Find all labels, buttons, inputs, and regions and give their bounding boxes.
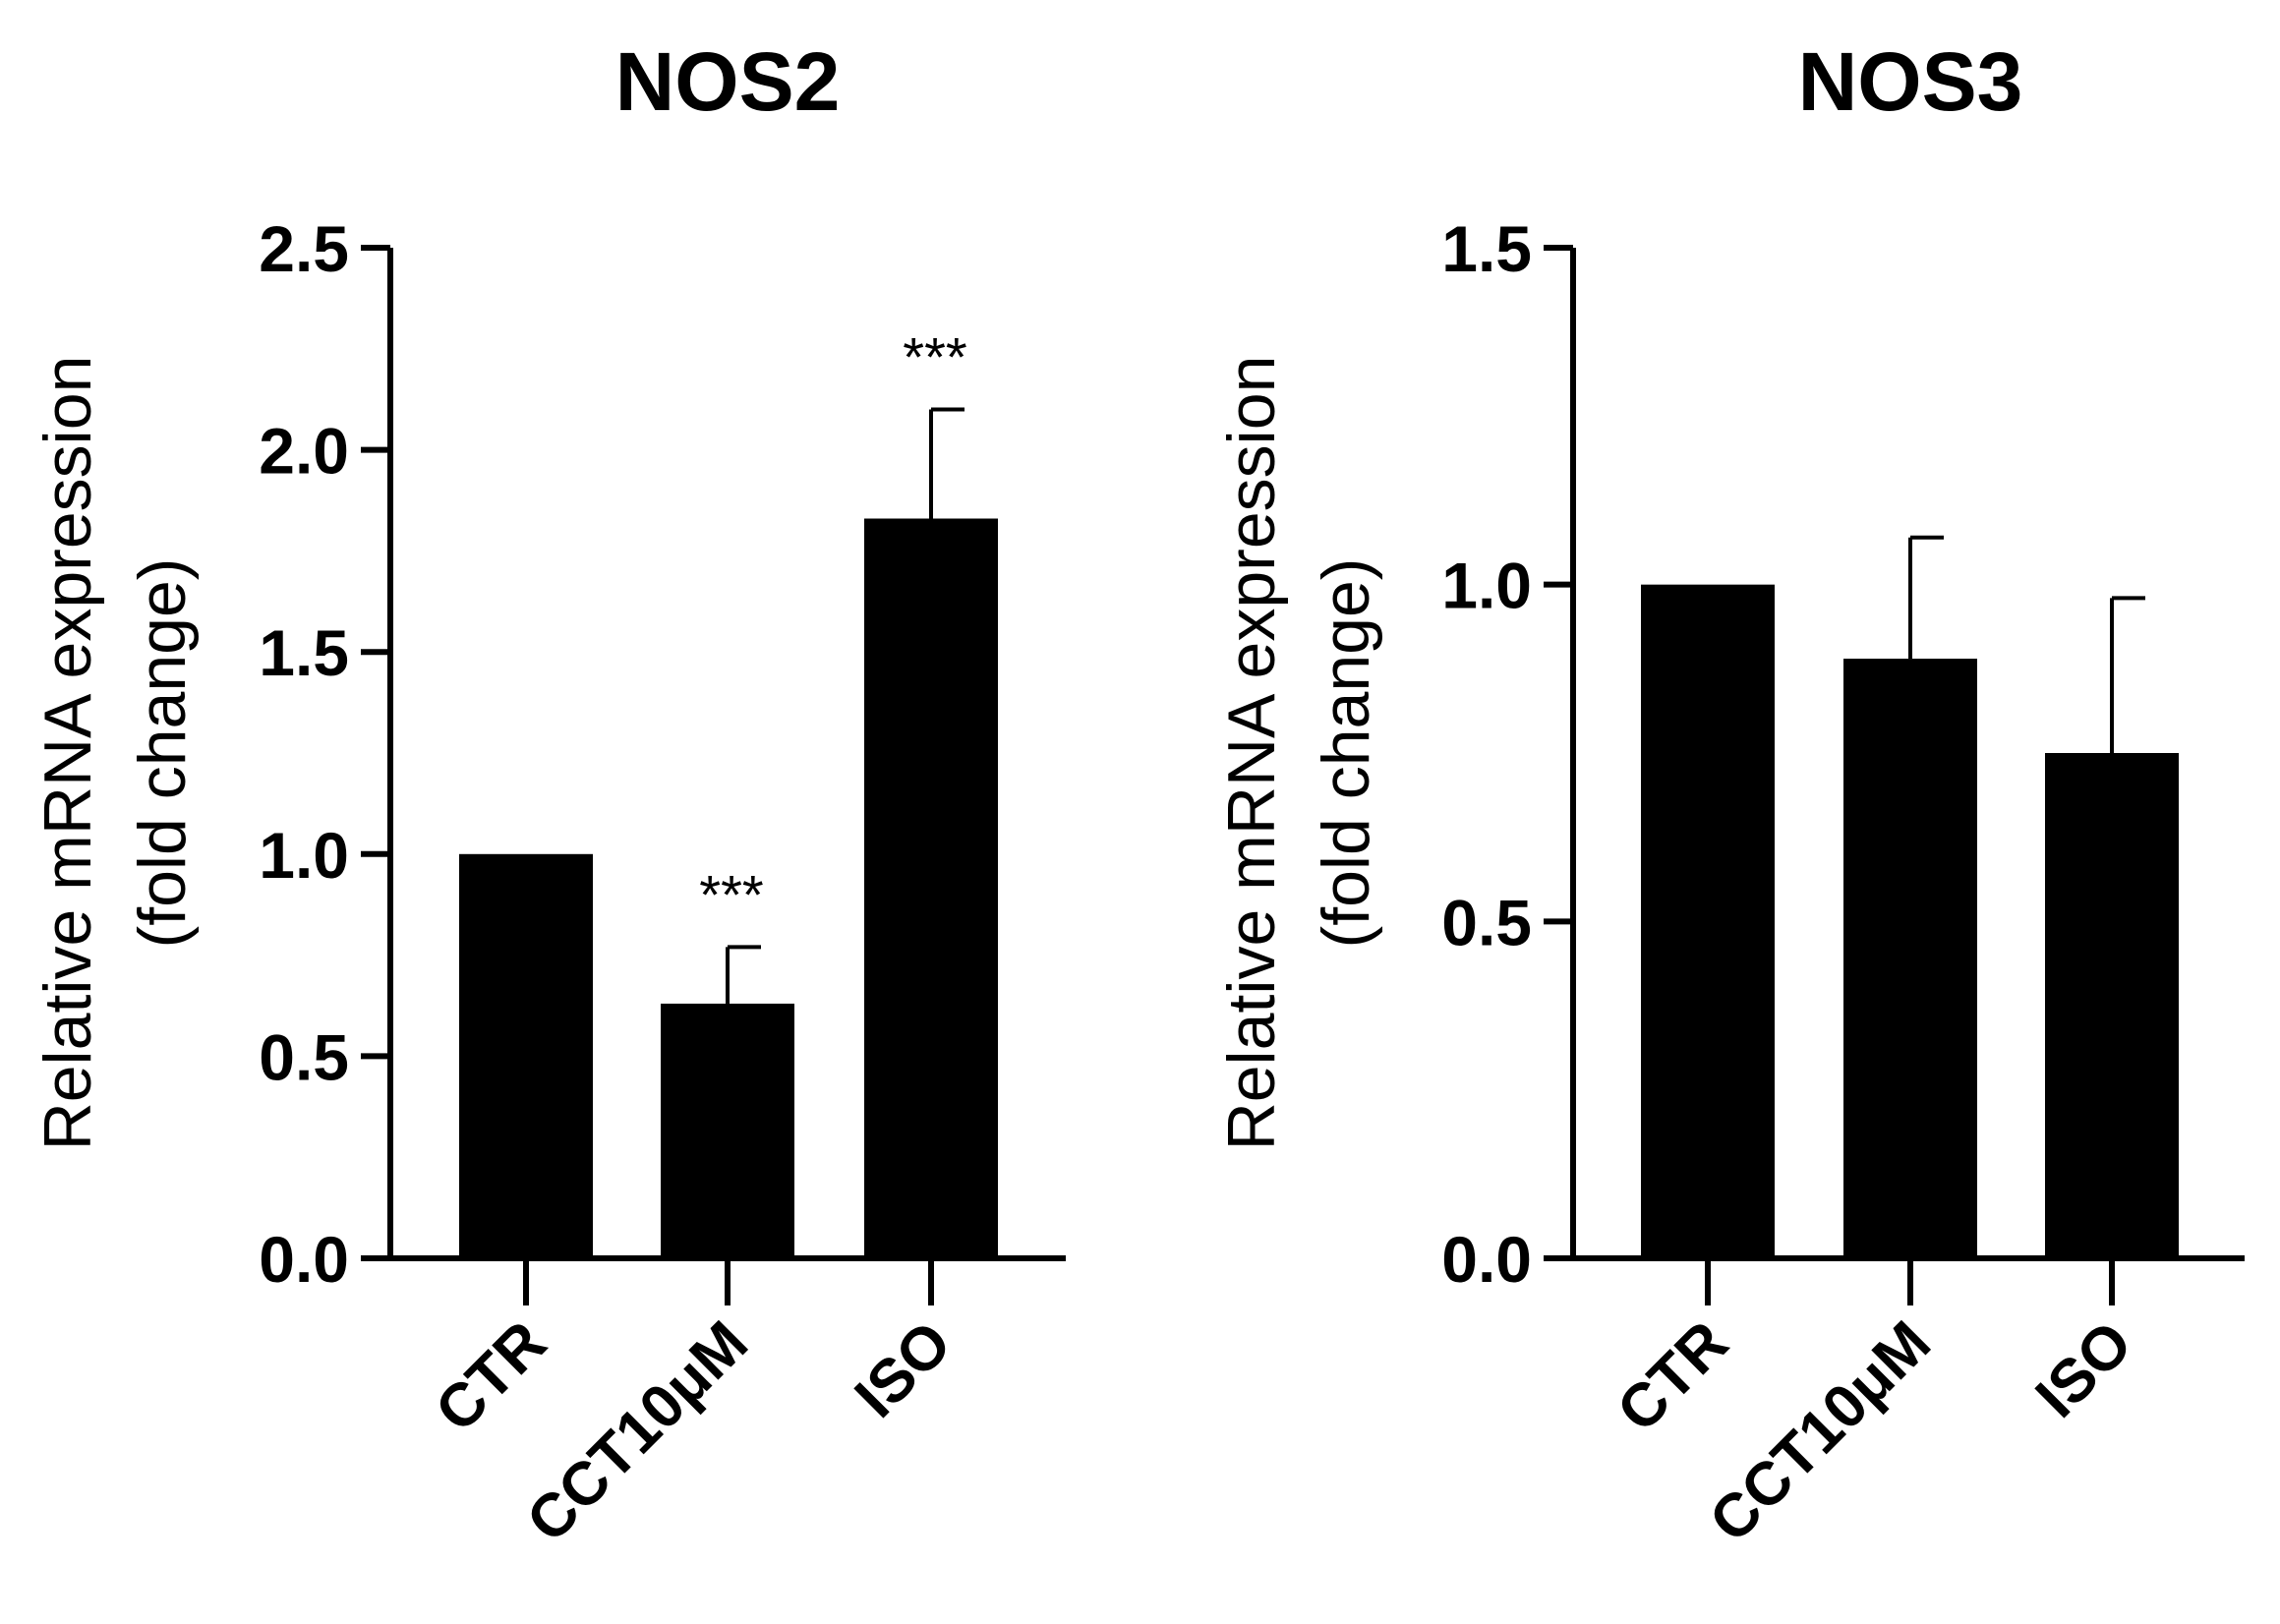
significance-marker: *** — [903, 325, 966, 387]
y-axis-label-line: Relative mRNA expression — [1214, 356, 1289, 1151]
y-axis-label: Relative mRNA expression (fold change) — [30, 356, 200, 1151]
x-tick-label: ISO — [843, 1308, 965, 1430]
y-tick-label: 1.0 — [1441, 550, 1532, 622]
y-axis-label-line: (fold change) — [125, 558, 200, 949]
bar-ctr — [1641, 584, 1775, 1258]
chart-title: NOS2 — [615, 35, 841, 128]
chart-panel-1: NOS2 Relative mRNA expression (fold change… — [30, 35, 1066, 1555]
bar-iso — [864, 518, 998, 1258]
y-axis-label-line: (fold change) — [1309, 558, 1383, 949]
y-tick-label: 1.5 — [1441, 212, 1532, 285]
bar-iso — [2045, 753, 2179, 1258]
y-axis-label-line: Relative mRNA expression — [30, 356, 105, 1151]
x-tick-label: CCT10μM — [1697, 1308, 1944, 1555]
y-tick-label: 2.5 — [259, 212, 349, 285]
y-tick-label: 1.5 — [259, 616, 349, 689]
significance-marker: *** — [699, 863, 763, 925]
bar-cct10μm — [661, 1003, 794, 1258]
x-tick-label: CTR — [1605, 1308, 1741, 1445]
x-tick-label: ISO — [2023, 1308, 2145, 1430]
bar-ctr — [459, 853, 593, 1258]
bar-cct10μm — [1843, 659, 1977, 1258]
y-tick-label: 1.0 — [259, 819, 349, 892]
y-tick-label: 2.0 — [259, 415, 349, 488]
chart-panel-2: NOS3 Relative mRNA expression (fold change… — [1214, 35, 2245, 1555]
chart-title: NOS3 — [1798, 35, 2023, 128]
y-tick-label: 0.5 — [259, 1020, 349, 1093]
x-tick-label: CCT10μM — [514, 1308, 761, 1555]
y-tick-label: 0.0 — [259, 1223, 349, 1296]
x-tick-label: CTR — [423, 1308, 559, 1445]
y-tick-label: 0.5 — [1441, 886, 1532, 958]
y-tick-label: 0.0 — [1441, 1223, 1532, 1296]
y-axis-label: Relative mRNA expression (fold change) — [1214, 356, 1383, 1151]
